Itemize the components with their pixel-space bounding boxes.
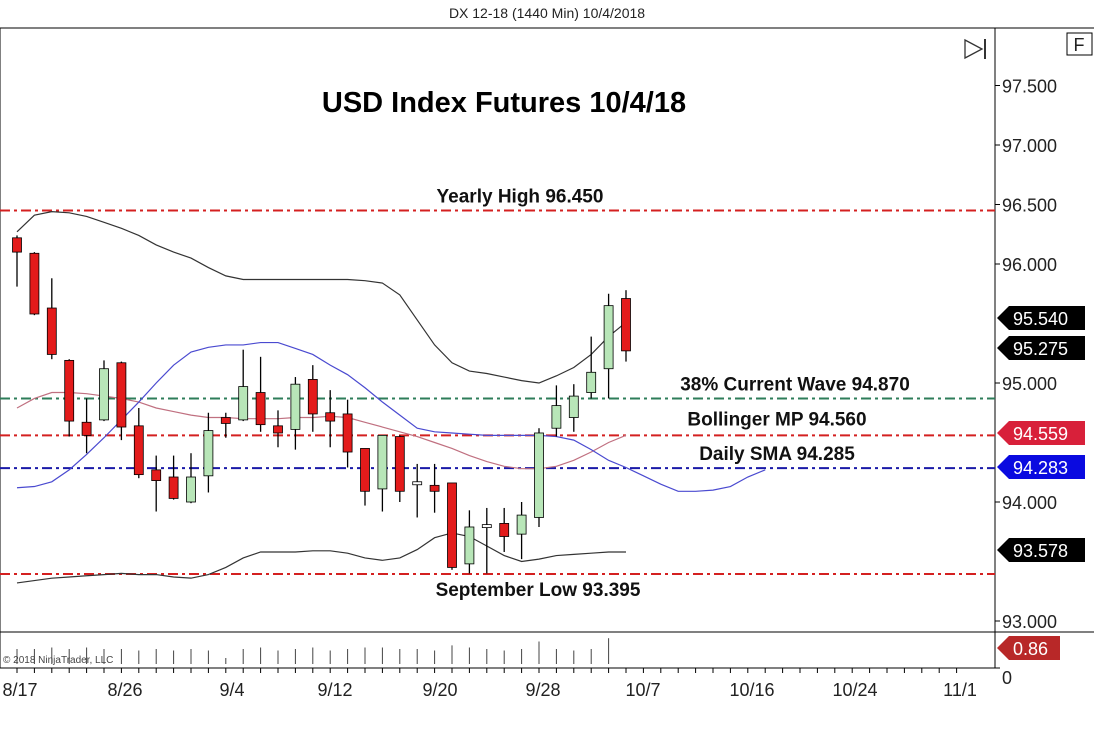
moving-average-line [16, 341, 766, 492]
candle-body [64, 359, 75, 422]
price-tag [997, 421, 1085, 445]
y-tick-label: 93.000 [1002, 612, 1057, 632]
y-tick-label: 97.500 [1002, 77, 1057, 97]
x-tick-label: 10/24 [832, 680, 877, 700]
candle-body [551, 405, 562, 429]
candle-body [307, 379, 318, 415]
candle-body [12, 237, 22, 253]
candle-body [151, 469, 162, 481]
candle-body [168, 476, 179, 499]
candle-body [29, 252, 40, 315]
candle-body [499, 523, 510, 537]
level-label: Yearly High 96.450 [437, 186, 604, 207]
x-tick-label: 9/12 [317, 680, 352, 700]
candle-body [621, 298, 631, 352]
price-tag [997, 306, 1085, 330]
candle-body [603, 305, 614, 370]
price-tag-label: 94.283 [1013, 458, 1068, 478]
x-tick-label: 9/4 [219, 680, 244, 700]
candle-body [394, 436, 405, 492]
candle-body [516, 514, 527, 535]
f-button-label: F [1074, 35, 1085, 55]
candle-body [203, 430, 214, 477]
skip-to-end-icon[interactable] [964, 38, 986, 60]
x-tick-label: 8/17 [2, 680, 37, 700]
level-label: September Low 93.395 [436, 580, 641, 601]
candle-body [116, 362, 127, 428]
x-tick-label: 11/1 [943, 680, 977, 700]
price-tag-label: 93.578 [1013, 541, 1068, 561]
copyright: © 2018 NinjaTrader, LLC [3, 655, 113, 666]
price-tag-label: 95.540 [1013, 309, 1068, 329]
candle-body [586, 371, 597, 393]
candle-body [186, 476, 196, 503]
x-tick-label: 9/28 [525, 680, 560, 700]
level-label: Daily SMA 94.285 [699, 444, 855, 465]
price-tag [997, 538, 1085, 562]
volume-tick-label: 0 [1002, 668, 1012, 688]
candle-body [220, 417, 231, 424]
x-tick-label: 10/7 [625, 680, 660, 700]
y-tick-label: 96.500 [1002, 196, 1057, 216]
x-tick-label: 8/26 [107, 680, 142, 700]
chart-title: USD Index Futures 10/4/18 [322, 87, 686, 119]
candle-body [99, 368, 109, 421]
candle-body [360, 448, 370, 492]
candle-body [290, 383, 301, 430]
level-label: 38% Current Wave 94.870 [680, 374, 910, 395]
candle-body [342, 413, 353, 453]
candle-body [447, 482, 457, 568]
upper-bollinger-band [16, 211, 627, 384]
y-tick-label: 96.000 [1002, 255, 1057, 275]
y-tick-label: 97.000 [1002, 136, 1057, 156]
candle-body [46, 307, 57, 355]
x-tick-label: 9/20 [422, 680, 457, 700]
chart-header: DX 12-18 (1440 Min) 10/4/2018 [448, 5, 646, 21]
candle-body [464, 526, 475, 565]
price-tag-label: 0.86 [1013, 639, 1048, 659]
lower-bollinger-band [16, 532, 626, 584]
y-tick-label: 94.000 [1002, 493, 1057, 513]
f-button[interactable]: F [1066, 32, 1093, 56]
candle-body [273, 425, 283, 434]
level-label: Bollinger MP 94.560 [687, 409, 866, 430]
candle-body [325, 412, 336, 422]
price-tag [997, 636, 1060, 660]
candle-body [133, 425, 144, 476]
candle-body [412, 481, 423, 486]
candle-body [534, 432, 544, 518]
price-tag [997, 336, 1085, 360]
candle-body [481, 524, 492, 529]
price-tag [997, 455, 1085, 479]
candle-body [429, 484, 440, 492]
price-tag-label: 94.559 [1013, 424, 1068, 444]
candle-body [255, 392, 266, 426]
candle-body [377, 434, 388, 490]
candle-body [81, 421, 92, 436]
y-tick-label: 95.000 [1002, 374, 1057, 394]
candle-body [568, 395, 579, 418]
x-tick-label: 10/16 [729, 680, 774, 700]
candle-body [238, 386, 249, 421]
price-tag-label: 95.275 [1013, 339, 1068, 359]
